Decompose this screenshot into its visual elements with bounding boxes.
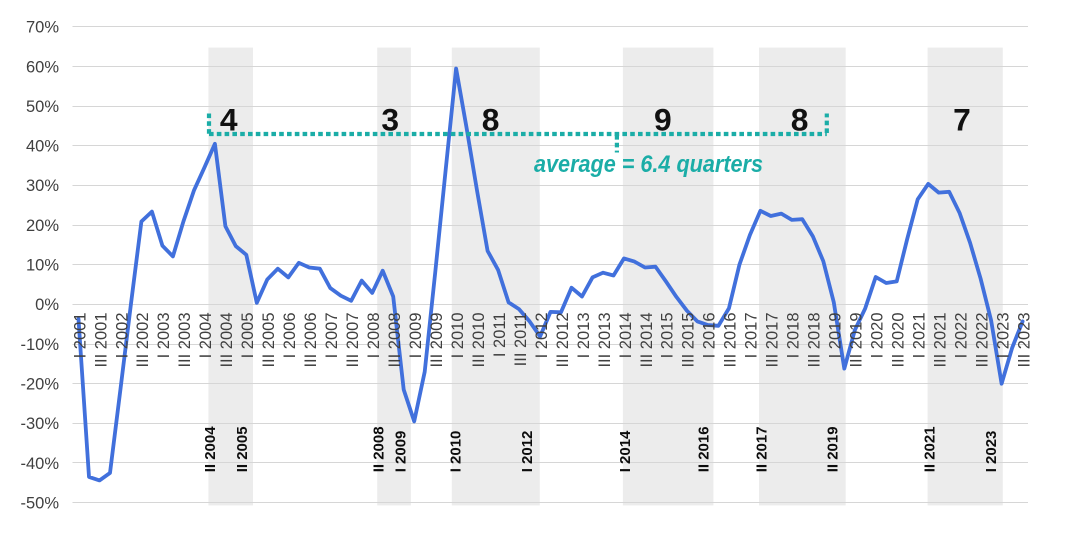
svg-text:III 2015: III 2015: [680, 313, 698, 368]
svg-text:I 2019: I 2019: [827, 313, 845, 359]
svg-text:I 2016: I 2016: [701, 313, 719, 359]
svg-text:7: 7: [953, 101, 971, 137]
svg-text:III 2020: III 2020: [890, 313, 908, 368]
svg-text:II 2008: II 2008: [370, 426, 387, 472]
svg-text:I 2023: I 2023: [994, 313, 1012, 359]
svg-text:III 2009: III 2009: [428, 313, 446, 368]
svg-text:I 2022: I 2022: [953, 313, 971, 359]
svg-text:II 2019: II 2019: [824, 426, 841, 472]
svg-text:III 2023: III 2023: [1015, 313, 1033, 368]
svg-text:3: 3: [381, 101, 399, 137]
svg-text:III 2004: III 2004: [218, 313, 236, 368]
svg-text:-40%: -40%: [20, 455, 59, 473]
svg-text:I 2020: I 2020: [869, 313, 887, 359]
svg-text:70%: 70%: [26, 19, 59, 37]
svg-text:III 2013: III 2013: [596, 313, 614, 368]
svg-text:-50%: -50%: [20, 494, 59, 512]
svg-text:I 2014: I 2014: [617, 313, 635, 359]
svg-text:I 2010: I 2010: [449, 313, 467, 359]
svg-text:I 2011: I 2011: [491, 313, 509, 358]
svg-text:-20%: -20%: [20, 376, 59, 394]
svg-text:II 2021: II 2021: [922, 426, 939, 472]
svg-text:8: 8: [791, 101, 809, 137]
svg-text:I 2005: I 2005: [239, 313, 257, 359]
svg-text:I 2023: I 2023: [983, 431, 1000, 473]
svg-text:III 2007: III 2007: [344, 313, 362, 368]
svg-text:III 2016: III 2016: [722, 313, 740, 368]
svg-text:III 2014: III 2014: [638, 313, 656, 368]
svg-text:III 2010: III 2010: [470, 313, 488, 368]
svg-text:III 2022: III 2022: [973, 313, 991, 368]
svg-text:III 2018: III 2018: [806, 313, 824, 368]
svg-text:I 2017: I 2017: [743, 313, 761, 359]
svg-text:I 2018: I 2018: [785, 313, 803, 359]
svg-text:III 2019: III 2019: [848, 313, 866, 368]
svg-text:III 2017: III 2017: [764, 313, 782, 368]
svg-text:I 2010: I 2010: [447, 431, 464, 473]
svg-text:0%: 0%: [35, 296, 59, 314]
svg-text:I 2012: I 2012: [533, 313, 551, 359]
svg-text:I 2009: I 2009: [393, 431, 410, 473]
svg-text:I 2012: I 2012: [519, 431, 536, 473]
svg-text:I 2015: I 2015: [659, 313, 677, 359]
svg-text:III 2002: III 2002: [134, 313, 152, 368]
svg-text:III 2008: III 2008: [386, 313, 404, 368]
svg-text:I 2021: I 2021: [911, 313, 929, 359]
svg-text:I 2008: I 2008: [365, 313, 383, 359]
svg-text:III 2003: III 2003: [176, 313, 194, 368]
svg-text:-30%: -30%: [20, 415, 59, 433]
svg-text:60%: 60%: [26, 58, 59, 76]
svg-text:III 2011: III 2011: [512, 313, 530, 367]
svg-text:II 2005: II 2005: [234, 426, 251, 472]
svg-text:II 2004: II 2004: [202, 426, 219, 473]
svg-text:-10%: -10%: [20, 336, 59, 354]
svg-text:III 2001: III 2001: [92, 313, 110, 368]
svg-text:II 2017: II 2017: [754, 426, 771, 472]
svg-text:I 2001: I 2001: [71, 313, 89, 359]
svg-text:I 2013: I 2013: [575, 313, 593, 359]
svg-text:III 2005: III 2005: [260, 313, 278, 368]
svg-text:8: 8: [482, 101, 500, 137]
svg-text:average = 6.4 quarters: average = 6.4 quarters: [534, 151, 763, 178]
svg-text:I 2002: I 2002: [113, 313, 131, 359]
svg-text:50%: 50%: [26, 98, 59, 116]
svg-text:I 2014: I 2014: [617, 430, 634, 472]
svg-text:I 2007: I 2007: [323, 313, 341, 359]
svg-text:III 2021: III 2021: [932, 313, 950, 368]
svg-text:20%: 20%: [26, 217, 59, 235]
svg-text:I 2006: I 2006: [281, 313, 299, 359]
svg-text:III 2012: III 2012: [554, 313, 572, 368]
svg-text:30%: 30%: [26, 177, 59, 195]
svg-text:II 2016: II 2016: [695, 426, 712, 472]
svg-text:I 2003: I 2003: [155, 313, 173, 359]
svg-text:III 2006: III 2006: [302, 313, 320, 368]
svg-text:9: 9: [654, 101, 672, 137]
svg-text:I 2009: I 2009: [407, 313, 425, 359]
svg-text:4: 4: [220, 101, 238, 137]
svg-text:40%: 40%: [26, 138, 59, 156]
svg-text:10%: 10%: [26, 257, 59, 275]
svg-text:I 2004: I 2004: [197, 313, 215, 359]
